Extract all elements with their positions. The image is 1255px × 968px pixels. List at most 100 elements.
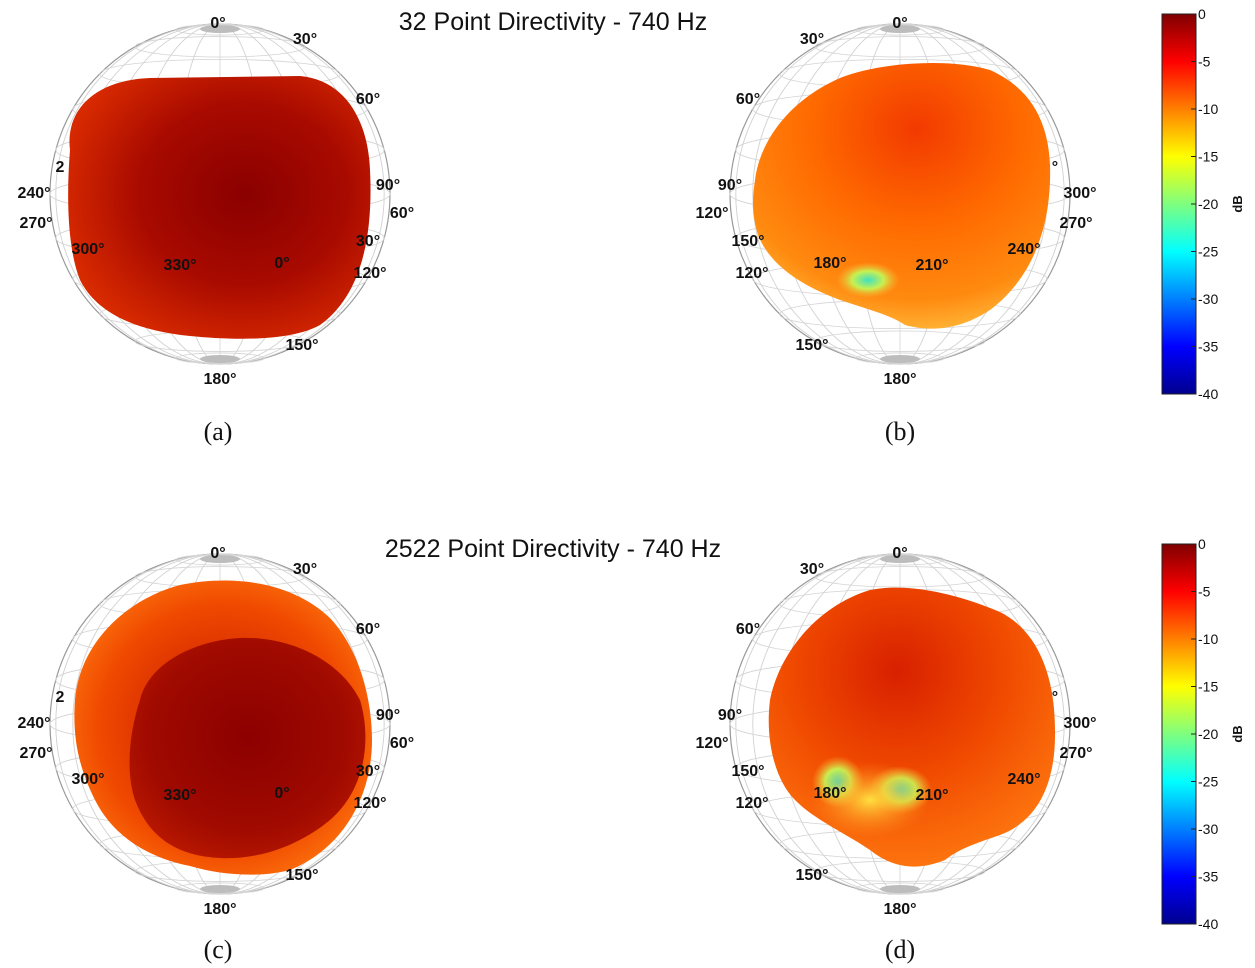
caption-a: (a) xyxy=(204,417,233,446)
angle-label: 150° xyxy=(731,763,764,780)
colorbar-tick-label: 0 xyxy=(1198,6,1206,22)
angle-label: 150° xyxy=(795,337,828,354)
angle-label: 180° xyxy=(203,371,236,388)
angle-label: 180° xyxy=(203,901,236,918)
angle-label: 2 xyxy=(56,689,65,706)
latitude-line xyxy=(134,36,306,58)
angle-label: 90° xyxy=(718,177,742,194)
colorbar-tick-label: -25 xyxy=(1198,774,1218,790)
meridian-line xyxy=(55,553,385,895)
angle-label: ° xyxy=(1052,159,1058,176)
angle-label: 30° xyxy=(356,763,380,780)
angle-label: 150° xyxy=(285,337,318,354)
latitude-line xyxy=(814,566,986,588)
caption-b: (b) xyxy=(885,417,915,446)
colorbar-tick-label: -15 xyxy=(1198,149,1218,165)
angle-label: 180° xyxy=(813,785,846,802)
latitude-line xyxy=(814,36,986,58)
angle-label: 210° xyxy=(915,257,948,274)
angle-label: 180° xyxy=(813,255,846,272)
angle-label: 300° xyxy=(71,771,104,788)
colorbar-scale xyxy=(1161,13,1197,395)
colorbar-tick-label: -15 xyxy=(1198,679,1218,695)
angle-label: 0° xyxy=(892,15,907,32)
south-pole xyxy=(200,355,240,363)
mid-level-region xyxy=(810,762,930,838)
angle-label: 240° xyxy=(17,715,50,732)
directivity-surface xyxy=(753,63,1051,329)
caption-d: (d) xyxy=(885,935,915,964)
angle-labels: 0° 30° 60° 90° 60° 30° 120° 150° 180° 330° 0° 300° 2… xyxy=(17,15,414,388)
panel-d: 0°30°60°90°120°150°120°150°180°180° 210°2… xyxy=(695,545,1096,964)
angle-label: 270° xyxy=(19,745,52,762)
colorbar-bottom: 0 -5 -10 -15 -20 -25 -30 -35 -40 dB xyxy=(1161,536,1245,932)
angle-label: 120° xyxy=(695,735,728,752)
colorbar-tick-label: -5 xyxy=(1198,584,1211,600)
angle-labels: 0° 30° 60° 90° 60° 30° 120° 150° 180° 330° 0° 300° 2… xyxy=(17,545,414,918)
angle-label: 2 xyxy=(56,159,65,176)
colorbar-tick-label: -40 xyxy=(1198,386,1218,402)
angle-label: 240° xyxy=(17,185,50,202)
angle-label: 330° xyxy=(163,787,196,804)
angle-label: 0° xyxy=(274,255,289,272)
angle-label: 60° xyxy=(736,621,760,638)
angle-label: 30° xyxy=(800,31,824,48)
latitude-line xyxy=(814,330,986,352)
angle-label: 60° xyxy=(390,735,414,752)
angle-label: 120° xyxy=(353,795,386,812)
title-2522-point: 2522 Point Directivity - 740 Hz xyxy=(385,535,721,563)
north-pole xyxy=(200,25,240,33)
angle-label: 90° xyxy=(718,707,742,724)
colorbar-tick-label: -30 xyxy=(1198,821,1218,837)
angle-label: 120° xyxy=(735,795,768,812)
south-pole xyxy=(880,885,920,893)
angle-label: 300° xyxy=(71,241,104,258)
angle-label: 30° xyxy=(293,31,317,48)
angle-label: 240° xyxy=(1007,241,1040,258)
low-level-spot xyxy=(836,262,900,298)
angle-label: 60° xyxy=(356,621,380,638)
angle-label: 30° xyxy=(293,561,317,578)
angle-label: 330° xyxy=(163,257,196,274)
colorbar-tick-label: -20 xyxy=(1198,196,1218,212)
colorbar-unit: dB xyxy=(1230,725,1245,742)
meridian-line xyxy=(55,23,385,365)
angle-label: 60° xyxy=(736,91,760,108)
colorbar-tick-label: -35 xyxy=(1198,339,1218,355)
angle-label: 90° xyxy=(376,707,400,724)
angle-label: 120° xyxy=(735,265,768,282)
colorbar-unit: dB xyxy=(1230,195,1245,212)
angle-label: 30° xyxy=(800,561,824,578)
colorbar-tick-label: -5 xyxy=(1198,54,1211,70)
colorbar-tick-label: -30 xyxy=(1198,291,1218,307)
colorbar-top: 0 -5 -10 -15 -20 -25 -30 -35 -40 dB xyxy=(1161,6,1245,402)
south-pole xyxy=(880,355,920,363)
south-pole xyxy=(200,885,240,893)
panel-c: 0° 30° 60° 90° 60° 30° 120° 150° 180° 330° 0° 300° 2… xyxy=(17,545,414,964)
colorbar-tick-label: -25 xyxy=(1198,244,1218,260)
angle-label: 0° xyxy=(892,545,907,562)
angle-label: 0° xyxy=(274,785,289,802)
angle-label: 270° xyxy=(19,215,52,232)
angle-label: 210° xyxy=(915,787,948,804)
colorbar-tick-label: -20 xyxy=(1198,726,1218,742)
title-32-point: 32 Point Directivity - 740 Hz xyxy=(399,8,707,36)
angle-label: 60° xyxy=(390,205,414,222)
colorbar-tick-label: -10 xyxy=(1198,631,1218,647)
angle-label: 270° xyxy=(1059,215,1092,232)
angle-label: 30° xyxy=(356,233,380,250)
angle-label: ° xyxy=(1052,689,1058,706)
angle-label: 150° xyxy=(285,867,318,884)
north-pole xyxy=(880,555,920,563)
colorbar-tick-label: -40 xyxy=(1198,916,1218,932)
angle-labels: 0°30°60°90°120°150°120°150°180°180° 210°2… xyxy=(695,15,1096,388)
panel-a: 0° 30° 60° 90° 60° 30° 120° 150° 180° 330° 0° 300° 2… xyxy=(17,15,414,446)
meridian-line xyxy=(735,553,1065,895)
north-pole xyxy=(200,555,240,563)
angle-label: 300° xyxy=(1063,715,1096,732)
angle-label: 90° xyxy=(376,177,400,194)
colorbar-tick-label: -35 xyxy=(1198,869,1218,885)
angle-label: 0° xyxy=(210,545,225,562)
angle-label: 60° xyxy=(356,91,380,108)
